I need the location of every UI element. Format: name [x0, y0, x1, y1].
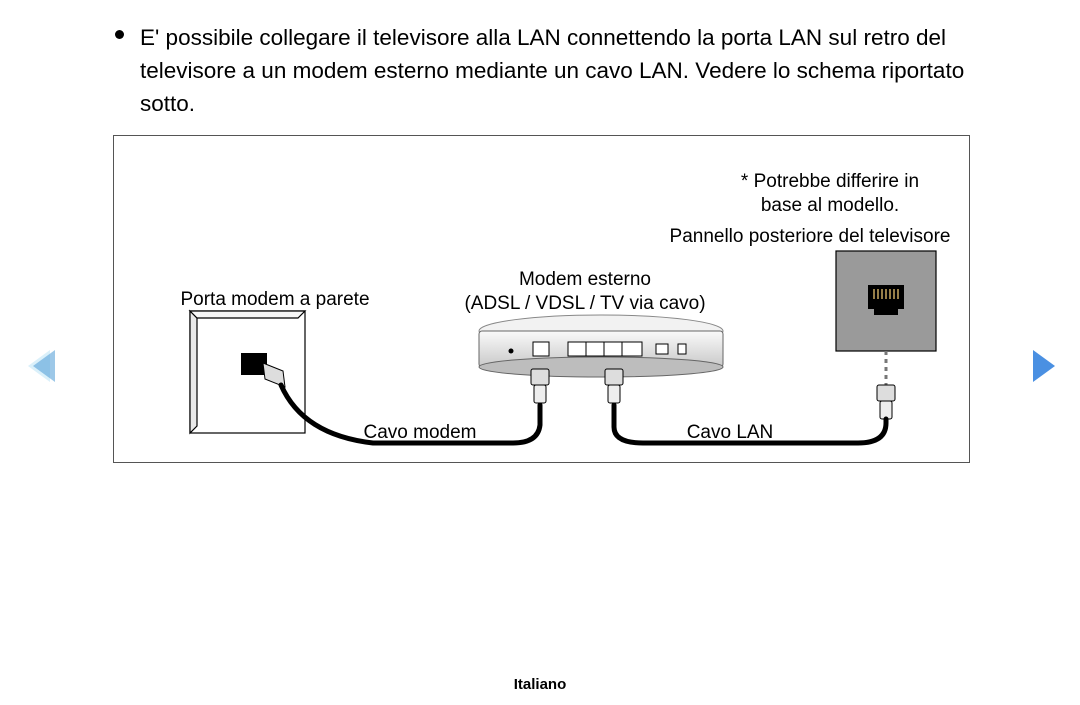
- wall-plate-icon: [190, 311, 305, 433]
- next-page-arrow[interactable]: [1033, 350, 1055, 382]
- instruction-paragraph: E' possibile collegare il televisore all…: [140, 22, 1010, 121]
- connection-diagram: [113, 135, 970, 463]
- modem-icon: [479, 315, 723, 377]
- modem-cable: [281, 385, 540, 443]
- prev-page-arrow[interactable]: [28, 350, 50, 382]
- tv-lan-panel-icon: [836, 251, 936, 351]
- bullet-icon: [115, 30, 124, 39]
- page-footer-language: Italiano: [0, 676, 1080, 693]
- lan-cable: [614, 405, 886, 443]
